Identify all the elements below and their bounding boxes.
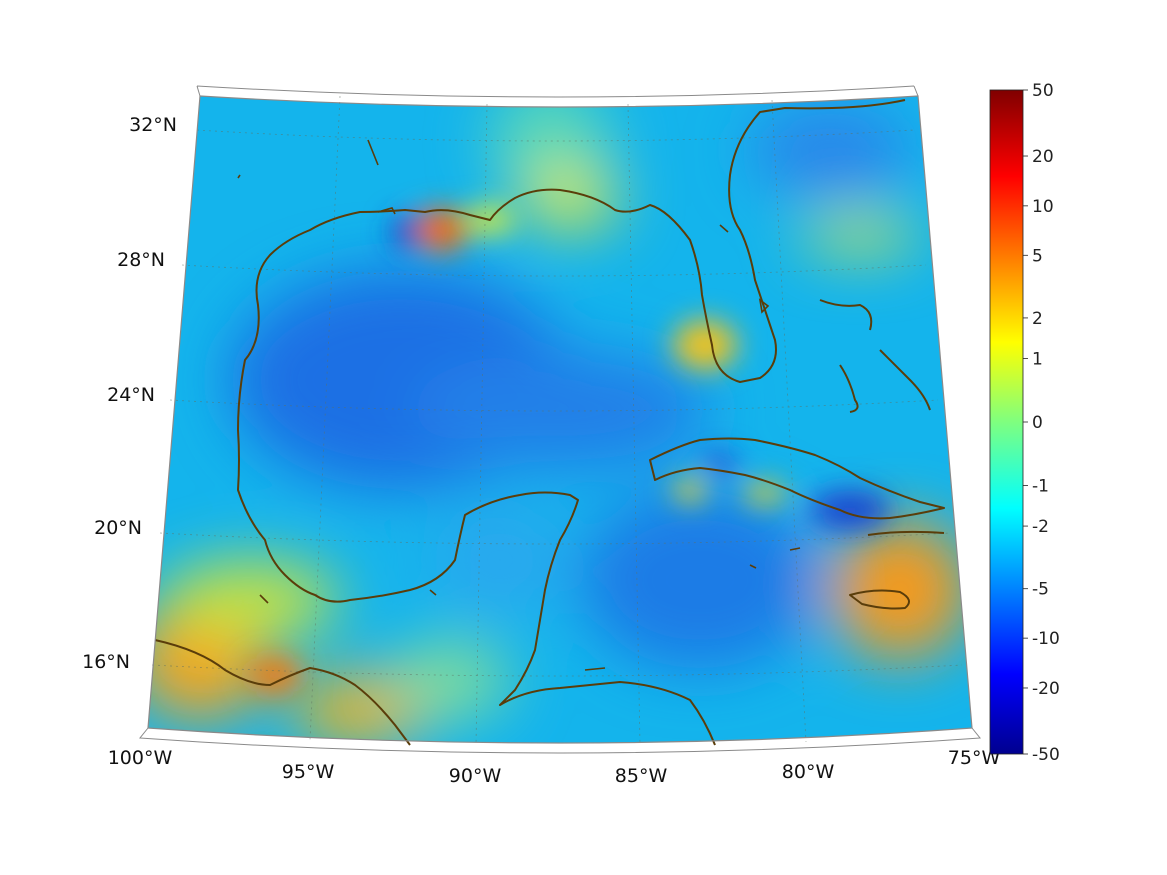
colorbar-tick-label: -20 — [1032, 679, 1060, 699]
lon-label-85w: 85°W — [615, 765, 668, 787]
lat-label-16n: 16°N — [82, 651, 130, 673]
longitude-labels: 100°W 95°W 90°W 85°W 80°W 75°W — [108, 747, 1001, 787]
colorbar-tick-label: 1 — [1032, 349, 1043, 369]
colorbar-tick-label: 50 — [1032, 81, 1054, 101]
lat-label-32n: 32°N — [129, 114, 177, 136]
colorbar-tick-label: -50 — [1032, 745, 1060, 765]
lon-label-100w: 100°W — [108, 747, 173, 769]
islands — [237, 139, 801, 671]
data-field — [148, 96, 972, 743]
colorbar-tick-label: -10 — [1032, 629, 1060, 649]
colorbar-tick-label: 0 — [1032, 413, 1043, 433]
lon-label-75w: 75°W — [948, 747, 1001, 769]
colorbar-tick-label: -2 — [1032, 517, 1049, 537]
lat-label-20n: 20°N — [94, 517, 142, 539]
coastlines — [154, 99, 945, 746]
lat-label-28n: 28°N — [117, 249, 165, 271]
lat-label-24n: 24°N — [107, 384, 155, 406]
lon-label-90w: 90°W — [449, 765, 502, 787]
map-frame — [147, 95, 973, 744]
lon-label-80w: 80°W — [782, 761, 835, 783]
colorbar-gradient — [989, 89, 1024, 755]
latitude-labels: 32°N 28°N 24°N 20°N 16°N — [82, 114, 177, 673]
colorbar-tick-label: 20 — [1032, 147, 1054, 167]
colorbar-tick-label: -1 — [1032, 477, 1049, 497]
colorbar-tick-label: 10 — [1032, 197, 1054, 217]
colorbar-tick-label: 2 — [1032, 309, 1043, 329]
lon-label-95w: 95°W — [282, 761, 335, 783]
colorbar-tick-label: 5 — [1032, 246, 1043, 266]
colorbar-tick-label: -5 — [1032, 580, 1049, 600]
